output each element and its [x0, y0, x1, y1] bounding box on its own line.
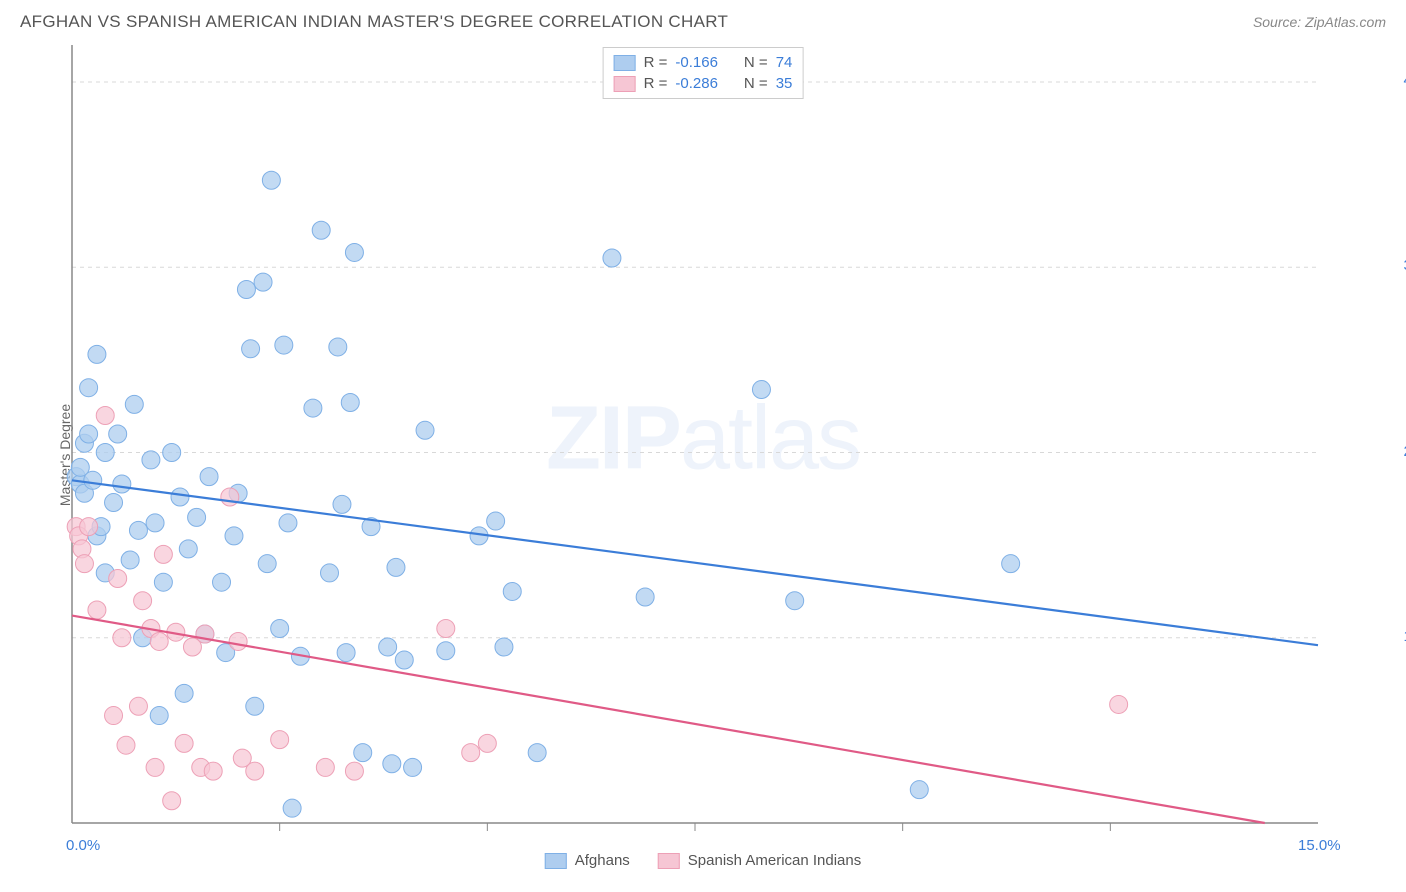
series-label-spanish: Spanish American Indians [688, 852, 861, 869]
correlation-legend: R = -0.166 N = 74 R = -0.286 N = 35 [603, 47, 804, 99]
series-swatch-afghans [545, 853, 567, 869]
legend-swatch-afghans [614, 55, 636, 71]
series-swatch-spanish [658, 853, 680, 869]
legend-n-label: N = [744, 75, 768, 92]
x-tick-label: 0.0% [66, 837, 100, 854]
chart-title: AFGHAN VS SPANISH AMERICAN INDIAN MASTER… [20, 12, 728, 32]
source-label: Source: [1253, 14, 1301, 30]
legend-r-label: R = [644, 54, 668, 71]
correlation-legend-row-2: R = -0.286 N = 35 [614, 73, 793, 94]
legend-n-label: N = [744, 54, 768, 71]
source-value: ZipAtlas.com [1305, 14, 1386, 30]
legend-r-label: R = [644, 75, 668, 92]
series-label-afghans: Afghans [575, 852, 630, 869]
scatter-chart [20, 45, 1386, 865]
legend-n-value-2: 35 [776, 75, 793, 92]
source-attribution: Source: ZipAtlas.com [1253, 14, 1386, 30]
correlation-legend-row-1: R = -0.166 N = 74 [614, 52, 793, 73]
legend-r-value-2: -0.286 [675, 75, 718, 92]
legend-swatch-spanish [614, 76, 636, 92]
legend-n-value-1: 74 [776, 54, 793, 71]
series-legend-item-spanish: Spanish American Indians [658, 852, 861, 869]
x-tick-label: 15.0% [1298, 837, 1341, 854]
chart-container: Master's Degree ZIPatlas R = -0.166 N = … [20, 45, 1386, 865]
legend-r-value-1: -0.166 [675, 54, 718, 71]
series-legend: Afghans Spanish American Indians [545, 852, 861, 869]
series-legend-item-afghans: Afghans [545, 852, 630, 869]
